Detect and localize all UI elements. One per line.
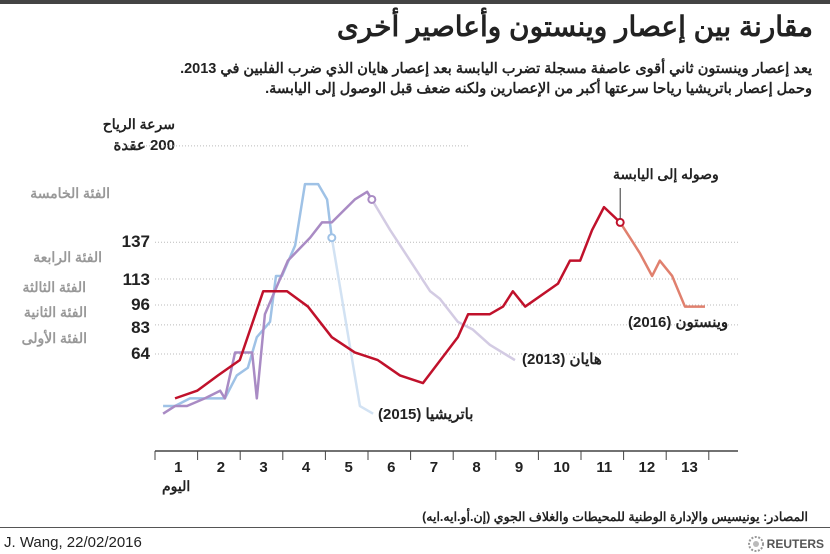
y-tick-113: 113 xyxy=(122,270,150,289)
subtitle-line-2: وحمل إعصار باتريشيا رياحا سرعتها أكبر من… xyxy=(265,81,812,97)
series-line-after-landfall xyxy=(330,237,374,415)
footer-rule xyxy=(0,527,830,528)
y-axis-label: سرعة الرياح xyxy=(102,116,175,132)
source-note: المصادر: يونيسيس والإدارة الوطنية للمحيط… xyxy=(422,510,808,524)
series-label-patricia: باتريشيا (2015) xyxy=(378,406,474,423)
x-tick-label-1: 1 xyxy=(174,459,182,476)
credit: J. Wang, 22/02/2016 xyxy=(4,534,142,551)
series-label-haiyan: هايان (2013) xyxy=(522,351,602,368)
y-tick-83: 83 xyxy=(131,318,150,337)
landfall-annotation: وصوله إلى اليابسة xyxy=(613,166,719,182)
category-5-label: الفئة الخامسة xyxy=(30,185,110,201)
x-tick-label-2: 2 xyxy=(217,459,225,476)
x-tick-label-4: 4 xyxy=(302,459,311,476)
x-tick-label-8: 8 xyxy=(472,459,480,476)
x-tick-label-12: 12 xyxy=(639,459,656,476)
category-3-label: الفئة الثالثة xyxy=(22,279,87,295)
x-axis-label: اليوم xyxy=(162,478,191,494)
category-2-label: الفئة الثانية xyxy=(23,304,87,320)
series-line-after-landfall xyxy=(619,221,705,308)
category-1-label: الفئة الأولى xyxy=(21,330,87,346)
x-tick-label-11: 11 xyxy=(596,459,612,476)
x-tick-label-9: 9 xyxy=(515,459,523,476)
chart-title: مقارنة بين إعصار وينستون وأعاصير أخرى xyxy=(336,11,813,42)
series-label-winston: وينستون (2016) xyxy=(628,314,729,331)
series-line-after-landfall xyxy=(370,198,516,362)
x-tick-label-6: 6 xyxy=(387,459,395,476)
series-line-before-landfall xyxy=(163,182,334,408)
landfall-marker xyxy=(615,217,625,227)
category-4-label: الفئة الرابعة xyxy=(33,249,102,265)
x-tick-label-3: 3 xyxy=(259,459,267,476)
y-tick-137: 137 xyxy=(121,232,150,251)
x-tick-label-7: 7 xyxy=(430,459,438,476)
x-tick-label-13: 13 xyxy=(681,459,698,476)
y-tick-96: 96 xyxy=(131,295,150,314)
landfall-marker xyxy=(367,194,377,204)
reuters-logo: REUTERS xyxy=(747,536,824,552)
x-tick-label-5: 5 xyxy=(345,459,353,476)
reuters-logo-icon xyxy=(747,536,764,552)
y-axis-top-label: 200 عقدة xyxy=(113,137,175,154)
series-line-before-landfall xyxy=(174,205,622,400)
reuters-logo-text: REUTERS xyxy=(766,537,824,551)
landfall-marker xyxy=(327,233,337,243)
x-tick-label-10: 10 xyxy=(553,459,570,476)
y-tick-64: 64 xyxy=(131,344,150,363)
subtitle-line-1: يعد إعصار وينستون ثاني أقوى عاصفة مسجلة … xyxy=(180,61,812,77)
series-line-before-landfall xyxy=(162,190,373,415)
top-rule xyxy=(0,0,830,4)
